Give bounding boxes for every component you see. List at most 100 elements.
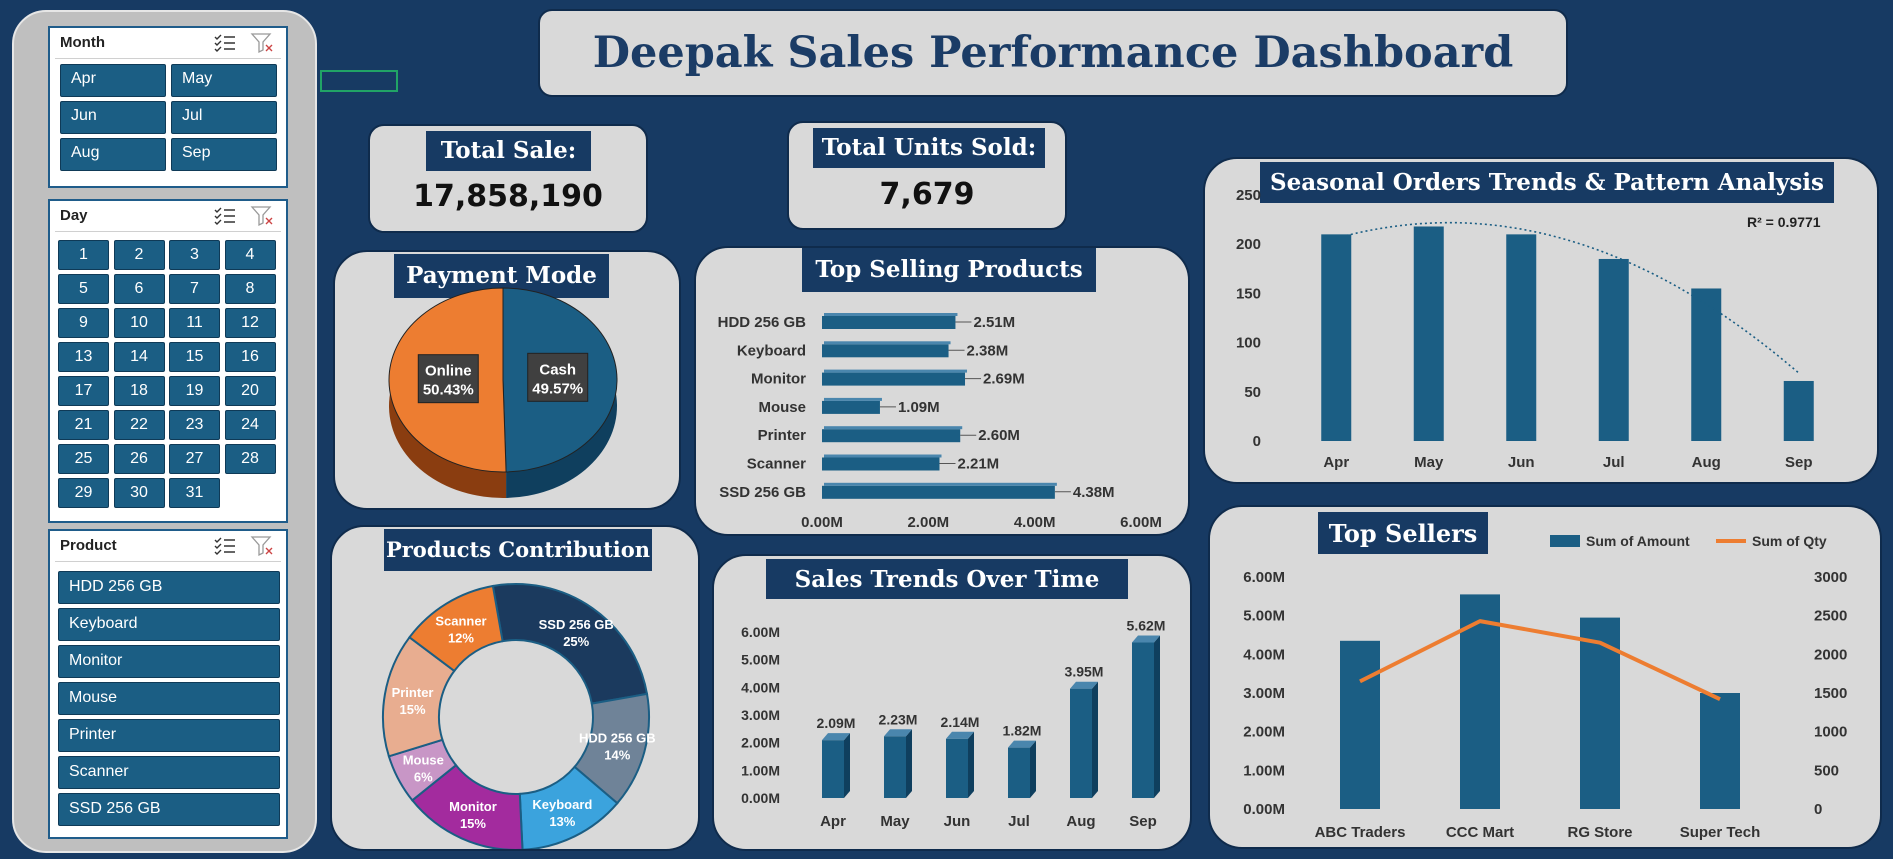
y-tick-label: 6.00M [741,624,780,640]
bar [822,740,844,798]
day-option-12[interactable]: 12 [224,308,276,338]
bar-top-face [1070,681,1098,689]
sales-trends-panel: Sales Trends Over Time 0.00M 1.00M 2.00M 3.… [712,554,1192,851]
multi-select-icon[interactable] [212,204,238,228]
day-option-8[interactable]: 8 [224,274,276,304]
month-option-jun[interactable]: Jun [60,101,166,134]
day-option-17[interactable]: 17 [58,376,109,406]
day-option-3[interactable]: 3 [169,240,220,270]
day-option-18[interactable]: 18 [113,376,165,406]
day-option-29[interactable]: 29 [58,478,109,508]
y-tick-label: 250 [1236,187,1261,204]
day-option-31[interactable]: 31 [169,478,220,508]
category-label: SSD 256 GB [719,484,806,501]
data-label-name: Mouse [403,752,444,767]
data-label-value: 15% [400,702,426,717]
product-option-keyboard[interactable]: Keyboard [58,608,280,641]
data-label: 1.82M [1003,723,1042,739]
bar [822,372,966,386]
day-option-16[interactable]: 16 [224,342,276,372]
y-left-tick-label: 1.00M [1243,762,1285,779]
doughnut-slice-scanner [408,584,504,673]
product-option-ssd-256-gb[interactable]: SSD 256 GB [58,793,280,826]
clear-filter-icon[interactable] [250,31,276,55]
month-option-sep[interactable]: Sep [171,138,277,171]
x-tick-label: Super Tech [1680,824,1761,841]
data-label-name: Printer [392,685,434,700]
day-option-6[interactable]: 6 [113,274,165,304]
bar [1580,617,1620,809]
clear-filter-icon[interactable] [250,534,276,558]
products-contribution-title: Products Contribution [384,529,652,571]
y-tick-label: 100 [1236,335,1261,352]
total-units-value: 7,679 [879,177,975,212]
day-option-26[interactable]: 26 [113,444,165,474]
x-tick-label: CCC Mart [1446,824,1514,841]
product-option-scanner[interactable]: Scanner [58,756,280,789]
day-option-24[interactable]: 24 [224,410,276,440]
bar-side-face [968,731,974,798]
data-label: 2.60M [978,427,1020,444]
day-option-27[interactable]: 27 [169,444,220,474]
day-option-4[interactable]: 4 [224,240,276,270]
y-tick-label: 3.00M [741,707,780,723]
month-option-apr[interactable]: Apr [60,64,166,97]
day-option-2[interactable]: 2 [113,240,165,270]
y-left-tick-label: 4.00M [1243,646,1285,663]
product-option-monitor[interactable]: Monitor [58,645,280,678]
day-option-22[interactable]: 22 [113,410,165,440]
data-label-value: 12% [448,631,474,646]
y-tick-label: 150 [1236,285,1261,302]
day-option-23[interactable]: 23 [169,410,220,440]
product-option-hdd-256-gb[interactable]: HDD 256 GB [58,571,280,604]
x-tick-label: ABC Traders [1315,824,1406,841]
total-units-card: Total Units Sold: 7,679 [787,121,1067,230]
data-label: 2.38M [967,342,1009,359]
day-option-7[interactable]: 7 [169,274,220,304]
y-right-tick-label: 3000 [1814,569,1847,586]
month-option-jul[interactable]: Jul [171,101,277,134]
day-option-10[interactable]: 10 [113,308,165,338]
y-tick-label: 0 [1253,433,1261,450]
day-option-25[interactable]: 25 [58,444,109,474]
data-label: 1.09M [898,399,940,416]
day-option-30[interactable]: 30 [113,478,165,508]
y-tick-label: 2.00M [741,735,780,751]
y-right-tick-label: 1500 [1814,685,1847,702]
x-tick-label: 4.00M [1014,514,1056,531]
month-option-aug[interactable]: Aug [60,138,166,171]
day-option-14[interactable]: 14 [113,342,165,372]
y-left-tick-label: 6.00M [1243,569,1285,586]
x-tick-label: Jul [1008,813,1030,830]
day-option-1[interactable]: 1 [58,240,109,270]
day-option-15[interactable]: 15 [169,342,220,372]
multi-select-icon[interactable] [212,31,238,55]
day-option-5[interactable]: 5 [58,274,109,304]
y-tick-label: 5.00M [741,652,780,668]
bar-top-face [1008,740,1036,748]
day-option-21[interactable]: 21 [58,410,109,440]
clear-filter-icon[interactable] [250,204,276,228]
day-option-19[interactable]: 19 [169,376,220,406]
product-option-printer[interactable]: Printer [58,719,280,752]
day-option-11[interactable]: 11 [169,308,220,338]
bar [884,736,906,798]
bar [1321,234,1352,441]
day-option-28[interactable]: 28 [224,444,276,474]
x-tick-label: Apr [1323,454,1349,471]
product-option-mouse[interactable]: Mouse [58,682,280,715]
total-units-label: Total Units Sold: [813,128,1045,168]
top-products-title: Top Selling Products [802,248,1096,292]
sales-trends-chart: 0.00M 1.00M 2.00M 3.00M 4.00M 5.00M 6.00M 2.09M… [741,618,1165,830]
series-line-qty [1359,619,1721,702]
top-products-chart: HDD 256 GB 2.51M Keyboard 2.38M Monitor 2.69M… [718,313,1162,531]
day-option-13[interactable]: 13 [58,342,109,372]
x-tick-label: 6.00M [1120,514,1162,531]
multi-select-icon[interactable] [212,534,238,558]
selected-cell[interactable] [320,70,398,92]
day-option-9[interactable]: 9 [58,308,109,338]
x-tick-label: Aug [1692,454,1721,471]
data-label-value: 6% [414,769,433,784]
day-option-20[interactable]: 20 [224,376,276,406]
month-option-may[interactable]: May [171,64,277,97]
